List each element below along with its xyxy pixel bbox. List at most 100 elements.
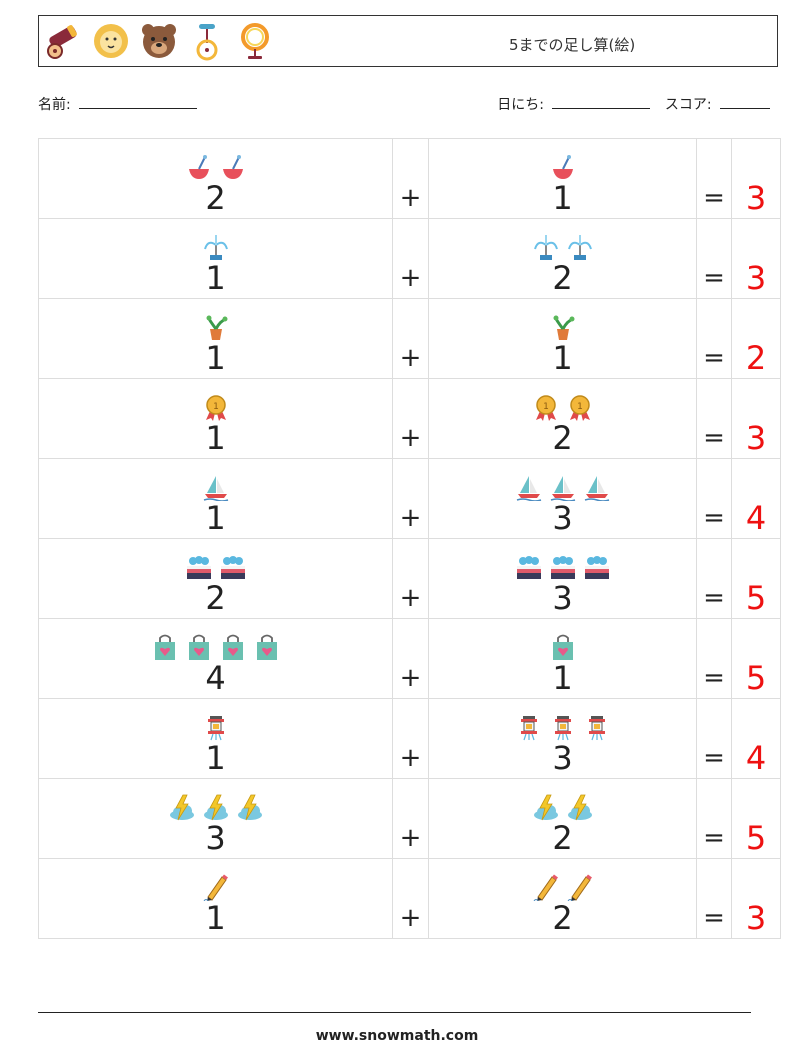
svg-text:1: 1 xyxy=(213,402,219,412)
plus-sign: + xyxy=(392,218,429,299)
problem-row: 1 1 +1 1 2 = 3 xyxy=(38,378,781,459)
potted-plant-icon xyxy=(206,315,227,340)
problems-body: 2 +1 = 3 1 +2 = 3 1 +1 = 2 1 1 +1 1 2 = 3 1 +3 = 4 2 +3 = 5 4 +1 = 5 1 +… xyxy=(38,138,781,939)
sailboat-icon xyxy=(550,476,575,501)
right-pictures xyxy=(429,873,696,901)
right-operand-cell: 3 xyxy=(428,538,697,619)
right-number: 2 xyxy=(552,259,573,297)
answer: 3 xyxy=(731,858,781,939)
right-pictures xyxy=(429,153,696,181)
right-operand-cell: 1 xyxy=(428,138,697,219)
bowl-icon xyxy=(222,155,243,179)
plus-sign: + xyxy=(392,778,429,859)
lantern-icon xyxy=(207,716,224,741)
problem-row: 1 +3 = 4 xyxy=(38,698,781,779)
name-field: 名前: xyxy=(38,94,198,114)
potted-plant-icon xyxy=(553,315,574,340)
left-operand-cell: 1 xyxy=(38,458,393,539)
name-blank[interactable] xyxy=(79,96,198,109)
answer: 3 xyxy=(731,138,781,219)
name-label: 名前: xyxy=(38,97,71,113)
cake-icon xyxy=(220,556,245,579)
problem-row: 4 +1 = 5 xyxy=(38,618,781,699)
equals-sign: = xyxy=(696,218,732,299)
pencil-icon xyxy=(567,874,592,901)
thunderstorm-icon xyxy=(533,794,558,821)
right-number: 3 xyxy=(552,579,573,617)
answer: 2 xyxy=(731,298,781,379)
cake-icon xyxy=(186,556,211,579)
pencil-icon xyxy=(203,874,228,901)
thunderstorm-icon xyxy=(237,794,262,821)
shopping-bag-icon xyxy=(188,634,209,660)
right-pictures xyxy=(429,633,696,661)
right-operand-cell: 1 xyxy=(428,298,697,379)
shopping-bag-icon xyxy=(222,634,243,660)
problems-table: 2 +1 = 3 1 +2 = 3 1 +1 = 2 1 1 +1 1 2 = 3 1 +3 = 4 2 +3 = 5 4 +1 = 5 1 +… xyxy=(38,138,781,939)
right-number: 2 xyxy=(552,899,573,937)
header-icons xyxy=(43,21,275,61)
equals-sign: = xyxy=(696,778,732,859)
right-number: 1 xyxy=(552,179,573,217)
worksheet-title: 5までの足し算(絵) xyxy=(509,36,636,54)
cannon-icon xyxy=(47,25,77,59)
plus-sign: + xyxy=(392,858,429,939)
equals-sign: = xyxy=(696,698,732,779)
thunderstorm-icon xyxy=(203,794,228,821)
right-pictures xyxy=(429,793,696,821)
score-label: スコア: xyxy=(664,97,712,113)
answer: 5 xyxy=(731,618,781,699)
bear-icon xyxy=(142,24,176,58)
plus-sign: + xyxy=(392,138,429,219)
answer: 3 xyxy=(731,378,781,459)
right-number: 1 xyxy=(552,339,573,377)
thunderstorm-icon xyxy=(169,794,194,821)
header-box: 5までの足し算(絵) xyxy=(38,15,778,67)
left-pictures xyxy=(39,793,392,821)
left-number: 1 xyxy=(205,899,226,937)
answer: 4 xyxy=(731,698,781,779)
left-pictures xyxy=(39,153,392,181)
problem-row: 1 +1 = 2 xyxy=(38,298,781,379)
answer: 3 xyxy=(731,218,781,299)
unicycle-icon xyxy=(196,24,218,61)
score-blank[interactable] xyxy=(720,96,770,109)
left-number: 1 xyxy=(205,419,226,457)
left-operand-cell: 1 xyxy=(38,218,393,299)
problem-row: 1 +3 = 4 xyxy=(38,458,781,539)
right-pictures xyxy=(429,313,696,341)
equals-sign: = xyxy=(696,138,732,219)
left-pictures: 1 xyxy=(39,393,392,421)
svg-text:1: 1 xyxy=(543,402,549,412)
problem-row: 1 +2 = 3 xyxy=(38,218,781,299)
answer: 4 xyxy=(731,458,781,539)
answer: 5 xyxy=(731,538,781,619)
left-number: 2 xyxy=(205,579,226,617)
left-number: 3 xyxy=(205,819,226,857)
shopping-bag-icon xyxy=(256,634,277,660)
svg-text:1: 1 xyxy=(577,402,583,412)
cake-icon xyxy=(516,556,541,579)
sailboat-icon xyxy=(516,476,541,501)
plus-sign: + xyxy=(392,378,429,459)
left-operand-cell: 2 xyxy=(38,538,393,619)
problem-row: 1 +2 = 3 xyxy=(38,858,781,939)
left-pictures xyxy=(39,873,392,901)
equals-sign: = xyxy=(696,298,732,379)
sailboat-icon xyxy=(584,476,609,501)
left-operand-cell: 1 xyxy=(38,858,393,939)
lantern-icon xyxy=(520,716,537,741)
fountain-icon xyxy=(533,235,558,260)
problem-row: 3 +2 = 5 xyxy=(38,778,781,859)
cake-icon xyxy=(584,556,609,579)
medal-icon: 1 xyxy=(535,395,556,421)
left-pictures xyxy=(39,473,392,501)
left-pictures xyxy=(39,233,392,261)
right-number: 3 xyxy=(552,499,573,537)
date-blank[interactable] xyxy=(552,96,651,109)
right-number: 2 xyxy=(552,819,573,857)
pencil-icon xyxy=(533,874,558,901)
